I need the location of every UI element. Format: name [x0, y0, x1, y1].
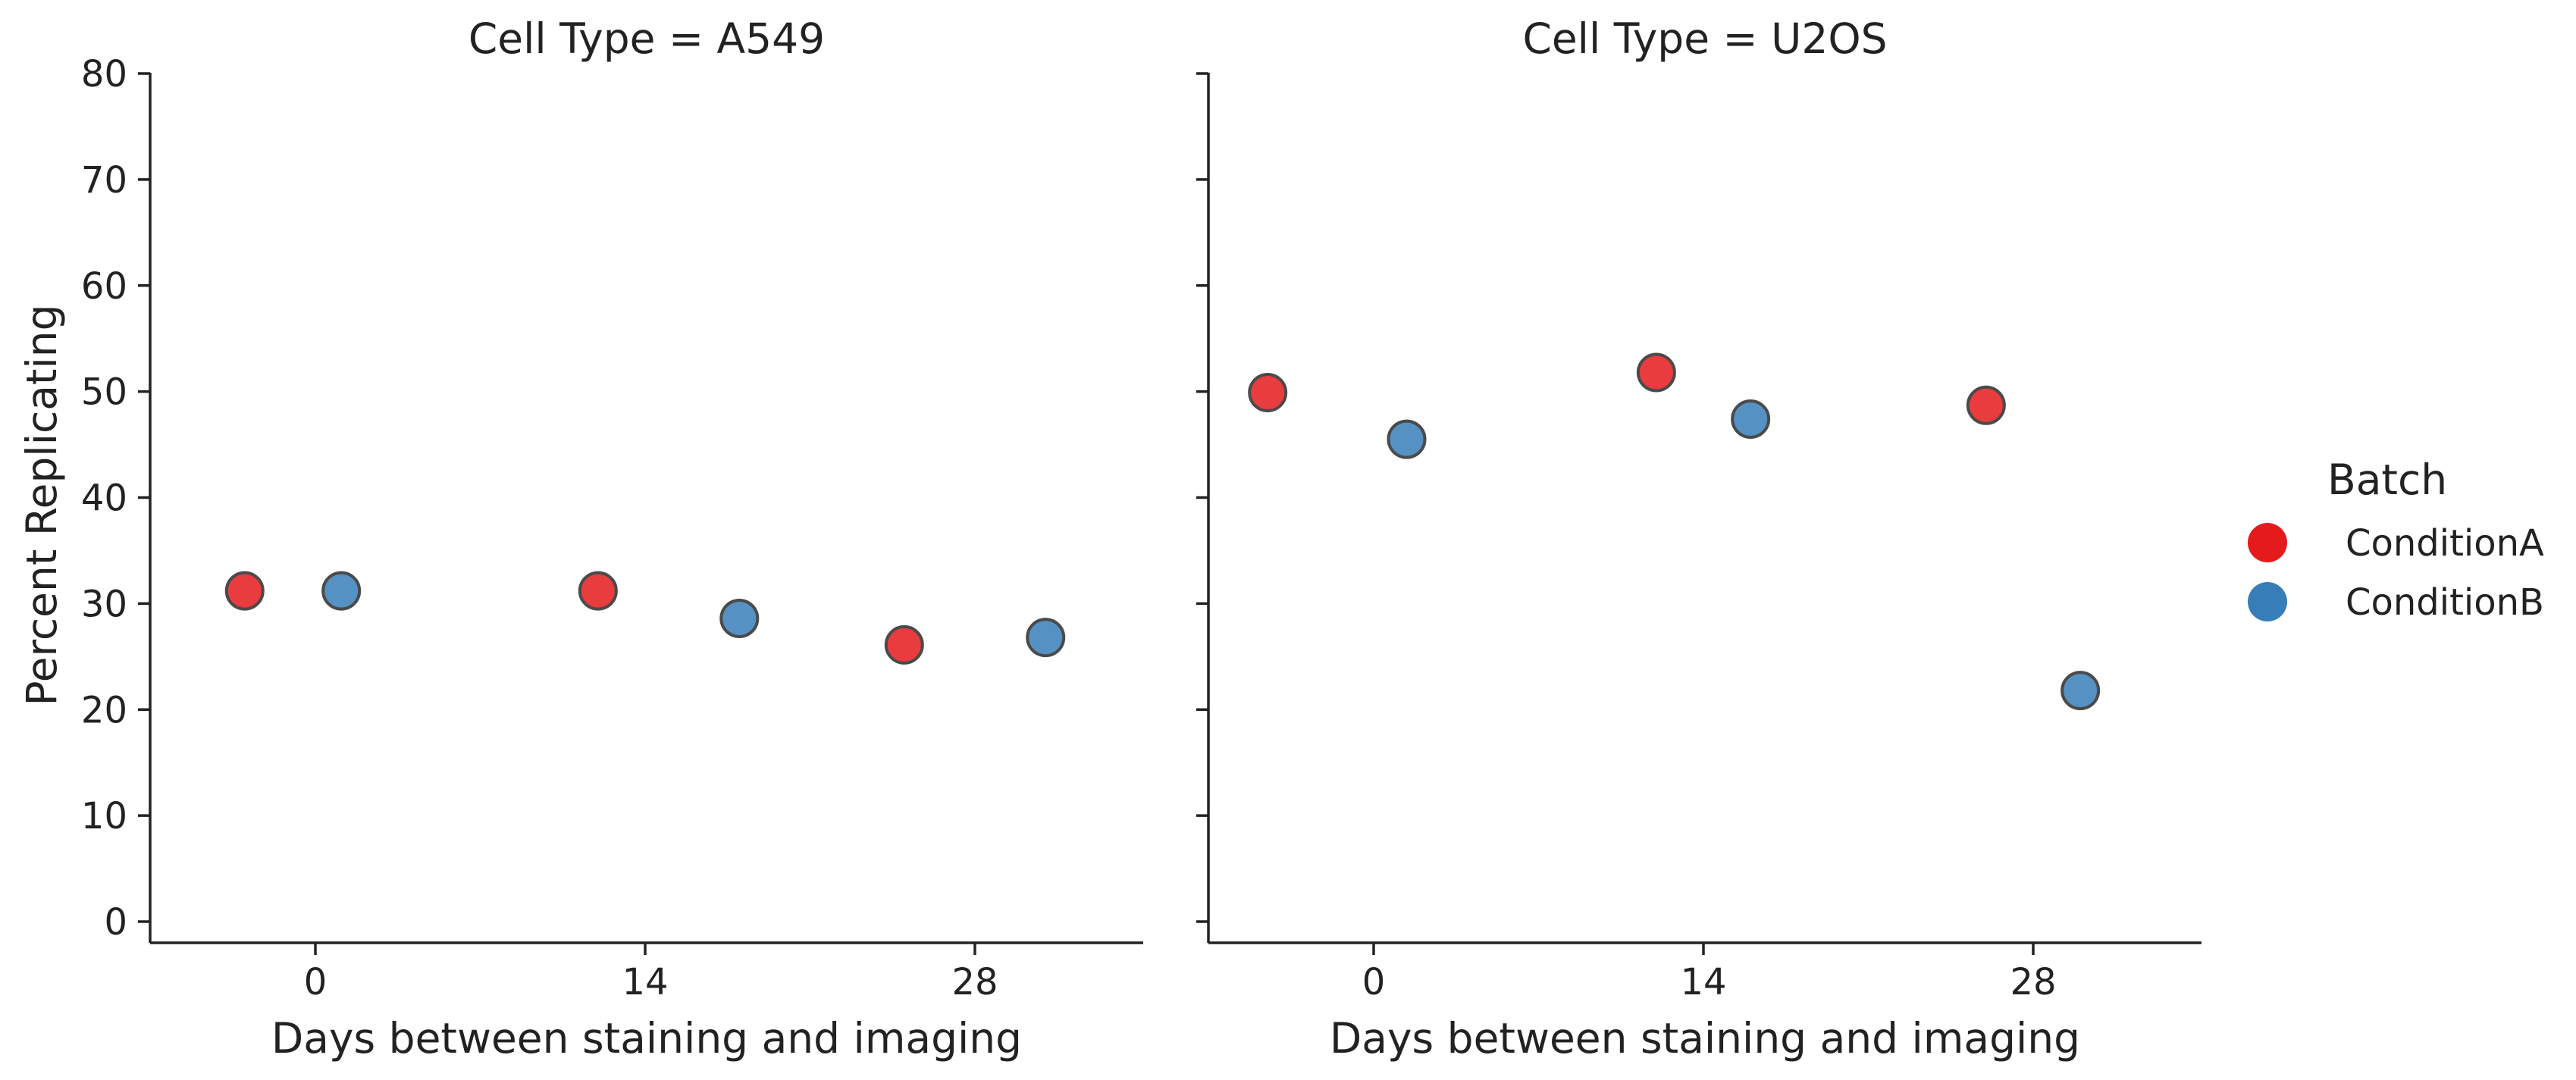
y-tick-label: 80 [81, 53, 127, 95]
x-tick-label: 14 [1680, 961, 1726, 1003]
data-point-conditiona [884, 625, 924, 665]
x-tick-label: 0 [1362, 961, 1386, 1003]
legend-label: ConditionB [2346, 581, 2544, 624]
panel-u2os: 0 14 28 Cell Type = U2OS Days between staini… [1196, 14, 2202, 1063]
x-axis-title: Days between staining and imaging [271, 1014, 1022, 1063]
panel-a549: 0 10 20 30 40 50 60 70 80 0 14 28 Cell Type = A549 Da… [17, 14, 1143, 1063]
y-tick-label: 60 [81, 265, 127, 308]
legend-marker-conditiona [2248, 523, 2287, 562]
y-tick-label: 0 [104, 901, 127, 944]
legend: Batch ConditionA ConditionB [2248, 455, 2544, 624]
data-point-conditiona [1966, 385, 2006, 425]
y-tick-label: 50 [81, 371, 127, 414]
data-point-conditionb [1731, 399, 1771, 439]
panel-title: Cell Type = U2OS [1522, 14, 1887, 63]
data-point-conditiona [578, 571, 618, 611]
data-point-conditiona [224, 571, 265, 611]
legend-label: ConditionA [2346, 522, 2544, 565]
data-point-conditiona [1636, 352, 1676, 393]
x-tick-label: 14 [622, 961, 668, 1003]
y-tick-label: 10 [81, 795, 127, 837]
y-tick-label: 40 [81, 477, 127, 520]
legend-title: Batch [2327, 455, 2447, 504]
y-tick-label: 30 [81, 583, 127, 625]
data-point-conditiona [1248, 373, 1288, 413]
y-tick-label: 20 [81, 689, 127, 731]
y-axis-title: Percent Replicating [17, 304, 66, 706]
y-tick-label: 70 [81, 159, 127, 202]
legend-marker-conditionb [2248, 582, 2287, 621]
data-point-conditionb [321, 571, 362, 611]
x-tick-label: 0 [304, 961, 327, 1003]
x-axis-title: Days between staining and imaging [1330, 1014, 2080, 1063]
data-point-conditionb [719, 598, 760, 638]
x-tick-label: 28 [2010, 961, 2056, 1003]
data-point-conditionb [2060, 671, 2101, 711]
panel-title: Cell Type = A549 [469, 14, 825, 63]
data-point-conditionb [1387, 419, 1427, 459]
data-point-conditionb [1026, 618, 1066, 658]
x-tick-label: 28 [951, 961, 998, 1003]
